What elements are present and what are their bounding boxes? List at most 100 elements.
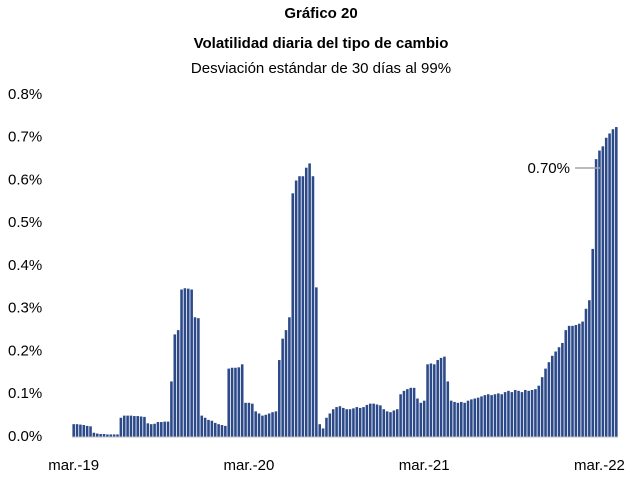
bar (342, 407, 345, 437)
bar (288, 317, 291, 437)
annotation: 0.70% (527, 160, 570, 177)
bar (298, 176, 301, 437)
bar (251, 403, 254, 437)
bar (267, 413, 271, 437)
bar (170, 381, 173, 437)
bar (581, 321, 584, 437)
y-tick-label: 0.8% (8, 86, 42, 103)
bar (534, 389, 537, 437)
bar (554, 351, 557, 437)
y-tick-label: 0.5% (8, 214, 42, 231)
bar (517, 390, 520, 437)
bar (315, 287, 318, 437)
bar (149, 424, 153, 437)
x-tick-label: mar.-22 (574, 457, 625, 474)
y-tick-label: 0.4% (8, 257, 42, 274)
bar (497, 393, 500, 437)
bar (220, 425, 224, 437)
bar (133, 416, 136, 437)
bar (389, 412, 392, 437)
bar (284, 330, 288, 437)
bar (392, 410, 396, 437)
bar (510, 392, 514, 437)
bar (213, 422, 217, 437)
bar (160, 422, 163, 437)
bar (416, 398, 419, 437)
bar (406, 389, 409, 437)
bar (230, 367, 234, 437)
bar (85, 425, 89, 437)
bar (338, 406, 342, 437)
bar (449, 400, 453, 437)
bar (412, 387, 416, 437)
bar (439, 357, 443, 437)
bar (328, 413, 332, 437)
bar (99, 434, 102, 437)
bar (513, 389, 517, 437)
bar (584, 308, 588, 437)
bar (571, 325, 574, 437)
bar (409, 387, 413, 437)
bar (507, 390, 510, 437)
bar (173, 334, 177, 437)
bar (459, 401, 463, 437)
bar (203, 417, 207, 437)
bar (486, 394, 490, 437)
bar (476, 397, 480, 437)
bar (466, 400, 470, 437)
bar (291, 193, 295, 437)
bar (433, 364, 436, 437)
x-tick-label: mar.-21 (399, 457, 450, 474)
bar (207, 419, 210, 437)
bar (257, 413, 261, 437)
bar (186, 288, 190, 437)
bar (385, 411, 389, 437)
bar (453, 401, 456, 437)
chart-subtitle-bold: Volatilidad diaria del tipo de cambio (194, 35, 449, 52)
bar (143, 416, 146, 437)
bar (611, 129, 615, 437)
bar (146, 423, 150, 437)
bar (200, 415, 204, 437)
bar (483, 395, 487, 437)
bar (79, 424, 82, 437)
bar (311, 176, 315, 437)
y-tick-label: 0.2% (8, 342, 42, 359)
bar (365, 404, 369, 437)
bar (345, 409, 348, 437)
bar (308, 163, 311, 437)
bar (116, 434, 119, 437)
bar (524, 389, 527, 437)
bar (382, 409, 386, 437)
bar (210, 420, 214, 437)
bar (540, 377, 544, 437)
bar (244, 402, 247, 437)
bar (577, 323, 581, 437)
bar (72, 424, 75, 437)
x-tick-label: mar.-20 (224, 457, 275, 474)
bar (557, 347, 561, 437)
bar (190, 289, 193, 437)
bar (331, 409, 335, 437)
bar (318, 424, 322, 437)
bar (95, 433, 99, 437)
bar (473, 398, 477, 437)
bar (335, 407, 338, 437)
bar (503, 392, 507, 437)
bar (217, 424, 220, 437)
bar (247, 402, 251, 437)
bar (180, 289, 183, 437)
bar (358, 407, 362, 437)
y-tick-label: 0.1% (8, 385, 42, 402)
bar (224, 425, 227, 437)
bar (264, 414, 268, 437)
bar (480, 396, 483, 437)
bar (237, 367, 241, 437)
bar (368, 403, 372, 437)
bar (490, 395, 493, 437)
bar (325, 417, 328, 437)
bar (426, 364, 429, 437)
bar (277, 360, 281, 437)
bar (156, 422, 160, 437)
bar (372, 403, 375, 437)
